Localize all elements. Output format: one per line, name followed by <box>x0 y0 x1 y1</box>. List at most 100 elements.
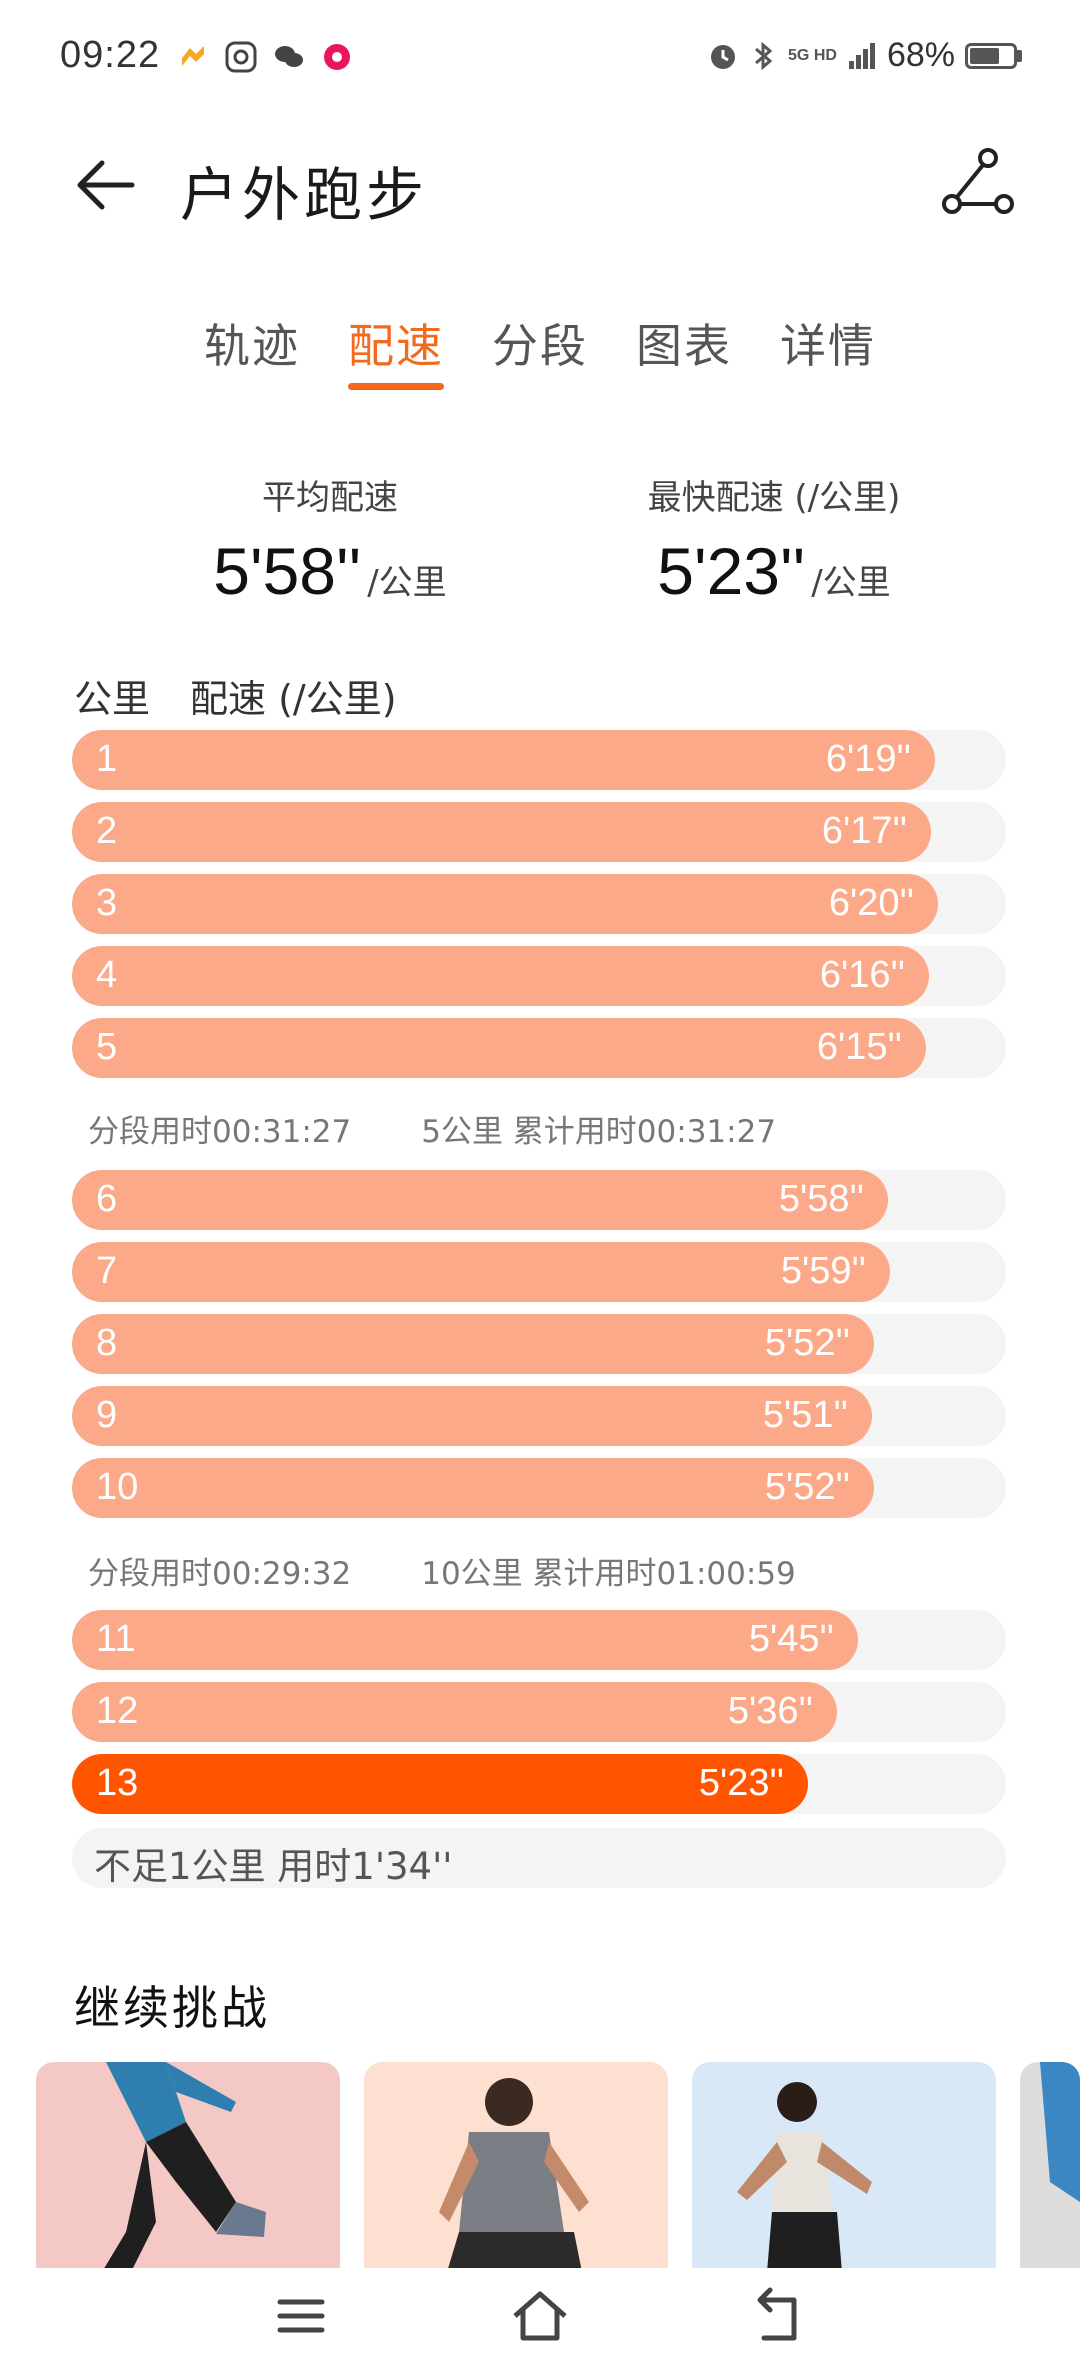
runner-image <box>96 2062 266 2282</box>
status-right: 5G HD 68% <box>706 36 1022 75</box>
tab-details[interactable]: 详情 <box>780 319 876 373</box>
music-app-icon <box>324 44 350 70</box>
pace-km: 5 <box>96 1026 118 1068</box>
fastest-pace-unit: /公里 <box>811 563 891 603</box>
challenge-card-partial[interactable] <box>1020 2062 1080 2282</box>
pace-row: 11 5'45'' <box>72 1610 1006 1670</box>
menu-icon[interactable] <box>266 2280 336 2350</box>
km-column-label: 公里 <box>74 677 151 721</box>
pace-km: 6 <box>96 1178 118 1220</box>
challenge-image-partial <box>1040 2062 1080 2202</box>
pace-value: 5'45'' <box>748 1618 834 1660</box>
pace-km: 12 <box>96 1690 139 1732</box>
pace-value: 5'51'' <box>762 1394 848 1436</box>
pace-km: 13 <box>96 1762 139 1804</box>
tab-track[interactable]: 轨迹 <box>204 319 300 373</box>
page-title: 户外跑步 <box>180 161 429 229</box>
fastest-pace-label: 最快配速 (/公里) <box>647 478 901 518</box>
pace-list-header: 公里 配速 (/公里) <box>74 668 397 723</box>
network-type: 5G HD <box>788 46 837 64</box>
back-nav-icon[interactable] <box>744 2280 814 2350</box>
average-pace-value: 5'58'' <box>213 534 362 608</box>
notification-icons <box>176 40 354 74</box>
status-bar: 09:22 5G HD 68% <box>0 0 1080 120</box>
pace-value: 5'36'' <box>727 1690 813 1732</box>
pace-bar <box>72 1682 837 1742</box>
battery-percent: 68% <box>886 36 955 74</box>
pace-bar <box>72 730 935 790</box>
runner-woman-image <box>737 2082 872 2272</box>
pace-bar <box>72 802 931 862</box>
pace-value: 6'17'' <box>821 810 907 852</box>
signal-icon <box>848 42 875 69</box>
pace-value: 5'52'' <box>764 1466 850 1508</box>
fastest-pace-value: 5'23'' <box>657 534 806 608</box>
challenge-card[interactable] <box>692 2062 996 2282</box>
pace-bar-fastest <box>72 1754 808 1814</box>
status-time: 09:22 <box>60 34 161 76</box>
pace-row: 10 5'52'' <box>72 1458 1006 1518</box>
pace-bar <box>72 1610 858 1670</box>
pace-value: 5'58'' <box>778 1178 864 1220</box>
pace-row: 1 6'19'' <box>72 730 1006 790</box>
pace-row: 4 6'16'' <box>72 946 1006 1006</box>
pace-value: 6'20'' <box>828 882 914 924</box>
wechat-icon <box>275 46 303 67</box>
challenge-cards <box>36 2062 1080 2282</box>
challenge-card[interactable] <box>36 2062 340 2282</box>
route-icon[interactable] <box>938 144 1018 224</box>
pace-bar <box>72 1314 874 1374</box>
pace-row: 5 6'15'' <box>72 1018 1006 1078</box>
pace-value: 5'23'' <box>698 1762 784 1804</box>
pace-km: 1 <box>96 738 118 780</box>
battery-icon <box>965 42 1022 69</box>
app-notification-icon <box>182 46 204 66</box>
remainder-text: 不足1公里 用时1'34'' <box>94 1845 453 1888</box>
bluetooth-icon <box>755 41 773 70</box>
pace-bar <box>72 1018 926 1078</box>
tab-segments[interactable]: 分段 <box>492 319 588 373</box>
pace-km: 3 <box>96 882 118 924</box>
split-summary: 分段用时00:29:32 10公里 累计用时01:00:59 <box>88 1548 796 1593</box>
back-button[interactable] <box>72 150 142 220</box>
split-cumulative-time: 5公里 累计用时00:31:27 <box>421 1114 777 1150</box>
pace-km: 10 <box>96 1466 139 1508</box>
average-pace-unit: /公里 <box>367 563 447 603</box>
pace-row: 7 5'59'' <box>72 1242 1006 1302</box>
average-pace-label: 平均配速 <box>262 478 398 518</box>
pace-row: 3 6'20'' <box>72 874 1006 934</box>
pace-km: 9 <box>96 1394 118 1436</box>
pace-value: 6'15'' <box>816 1026 902 1068</box>
split-cumulative-time: 10公里 累计用时01:00:59 <box>421 1556 796 1592</box>
home-icon[interactable] <box>505 2280 575 2350</box>
pace-row: 9 5'51'' <box>72 1386 1006 1446</box>
pace-value: 6'16'' <box>819 954 905 996</box>
pace-bar <box>72 1242 890 1302</box>
pace-km: 2 <box>96 810 118 852</box>
pace-row: 2 6'17'' <box>72 802 1006 862</box>
tab-charts[interactable]: 图表 <box>636 319 732 373</box>
fastest-pace-stat: 最快配速 (/公里) 5'23''/公里 <box>594 470 954 609</box>
challenge-section-title: 继续挑战 <box>74 1981 270 2035</box>
pace-km: 7 <box>96 1250 118 1292</box>
alarm-icon <box>711 44 736 69</box>
average-pace-stat: 平均配速 5'58''/公里 <box>150 470 510 609</box>
pace-value: 6'19'' <box>825 738 911 780</box>
pace-bar <box>72 874 938 934</box>
pace-bar <box>72 1386 872 1446</box>
challenge-card[interactable] <box>364 2062 668 2282</box>
pace-row: 6 5'58'' <box>72 1170 1006 1230</box>
tab-pace[interactable]: 配速 <box>348 310 444 400</box>
pace-bar <box>72 1170 888 1230</box>
pace-value: 5'59'' <box>780 1250 866 1292</box>
tab-bar: 轨迹 配速 分段 图表 详情 <box>0 310 1080 410</box>
split-segment-time: 分段用时00:29:32 <box>88 1556 352 1592</box>
split-segment-time: 分段用时00:31:27 <box>88 1114 352 1150</box>
pace-bar <box>72 946 929 1006</box>
athlete-image <box>439 2078 589 2282</box>
fitness-app-icon <box>225 41 257 73</box>
remainder-row: 不足1公里 用时1'34'' <box>72 1828 1006 1888</box>
pace-row: 12 5'36'' <box>72 1682 1006 1742</box>
pace-km: 8 <box>96 1322 118 1364</box>
pace-row: 8 5'52'' <box>72 1314 1006 1374</box>
